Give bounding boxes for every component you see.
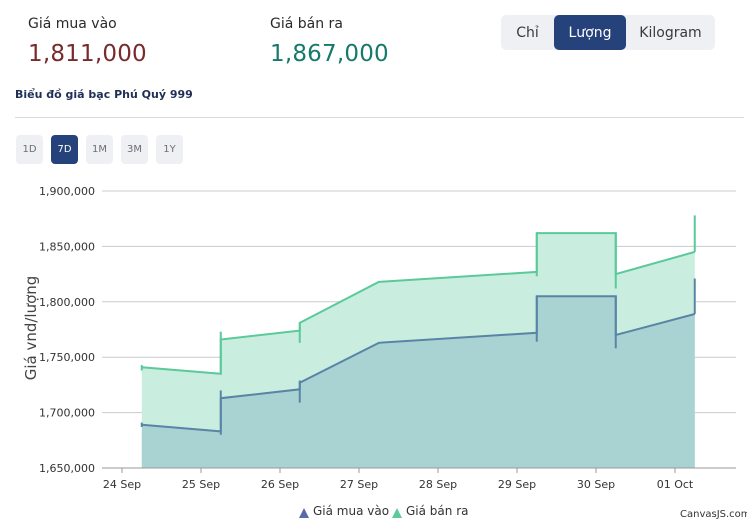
buy-price-block: Giá mua vào 1,811,000 — [28, 16, 147, 67]
legend-sell-marker — [392, 508, 402, 518]
legend-buy-marker — [299, 508, 309, 518]
x-tick-label: 29 Sep — [498, 478, 536, 491]
unit-button-kilogram[interactable]: Kilogram — [639, 24, 702, 41]
range-selector: 1D 7D 1M 3M 1Y — [16, 135, 191, 164]
x-tick-label: 25 Sep — [182, 478, 220, 491]
legend-sell-label[interactable]: Giá bán ra — [406, 504, 468, 518]
price-chart: 1,650,000 1,700,000 1,750,000 1,800,000 1,85… — [22, 185, 747, 520]
series-areas — [140, 215, 696, 468]
chart-credit: CanvasJS.com — [680, 509, 747, 520]
range-button-1d[interactable]: 1D — [16, 135, 43, 164]
divider — [15, 117, 744, 118]
range-button-3m[interactable]: 3M — [121, 135, 148, 164]
series-area — [141, 296, 695, 468]
x-tick-label: 27 Sep — [340, 478, 378, 491]
range-button-1y[interactable]: 1Y — [156, 135, 183, 164]
y-tick-label: 1,650,000 — [39, 462, 95, 475]
x-axis: 24 Sep 25 Sep 26 Sep 27 Sep 28 Sep 29 Sep 30 S… — [102, 467, 736, 491]
unit-selector: Chỉ Lượng Kilogram — [501, 15, 715, 50]
unit-button-chi[interactable]: Chỉ — [516, 24, 539, 41]
y-tick-label: 1,850,000 — [39, 240, 95, 253]
x-tick-label: 24 Sep — [103, 478, 141, 491]
y-tick-label: 1,750,000 — [39, 351, 95, 364]
sell-price-value: 1,867,000 — [270, 41, 389, 67]
legend[interactable]: Giá mua vào Giá bán ra — [299, 504, 468, 518]
range-button-7d[interactable]: 7D — [51, 135, 78, 164]
sell-price-block: Giá bán ra 1,867,000 — [270, 16, 389, 67]
sell-price-label: Giá bán ra — [270, 16, 343, 32]
unit-button-luong[interactable]: Lượng — [554, 15, 626, 50]
legend-buy-label[interactable]: Giá mua vào — [313, 504, 389, 518]
y-axis-ticks: 1,650,000 1,700,000 1,750,000 1,800,000 1,85… — [39, 185, 95, 475]
chart-subtitle: Biểu đồ giá bạc Phú Quý 999 — [15, 88, 193, 101]
buy-price-label: Giá mua vào — [28, 16, 117, 32]
x-tick-label: 28 Sep — [419, 478, 457, 491]
range-button-1m[interactable]: 1M — [86, 135, 113, 164]
x-tick-label: 30 Sep — [577, 478, 615, 491]
buy-price-value: 1,811,000 — [28, 41, 147, 67]
y-tick-label: 1,800,000 — [39, 296, 95, 309]
y-axis-title: Giá vnd/lượng — [22, 276, 40, 381]
y-tick-label: 1,700,000 — [39, 407, 95, 420]
x-tick-label: 01 Oct — [657, 478, 694, 491]
x-tick-label: 26 Sep — [261, 478, 299, 491]
y-tick-label: 1,900,000 — [39, 185, 95, 198]
